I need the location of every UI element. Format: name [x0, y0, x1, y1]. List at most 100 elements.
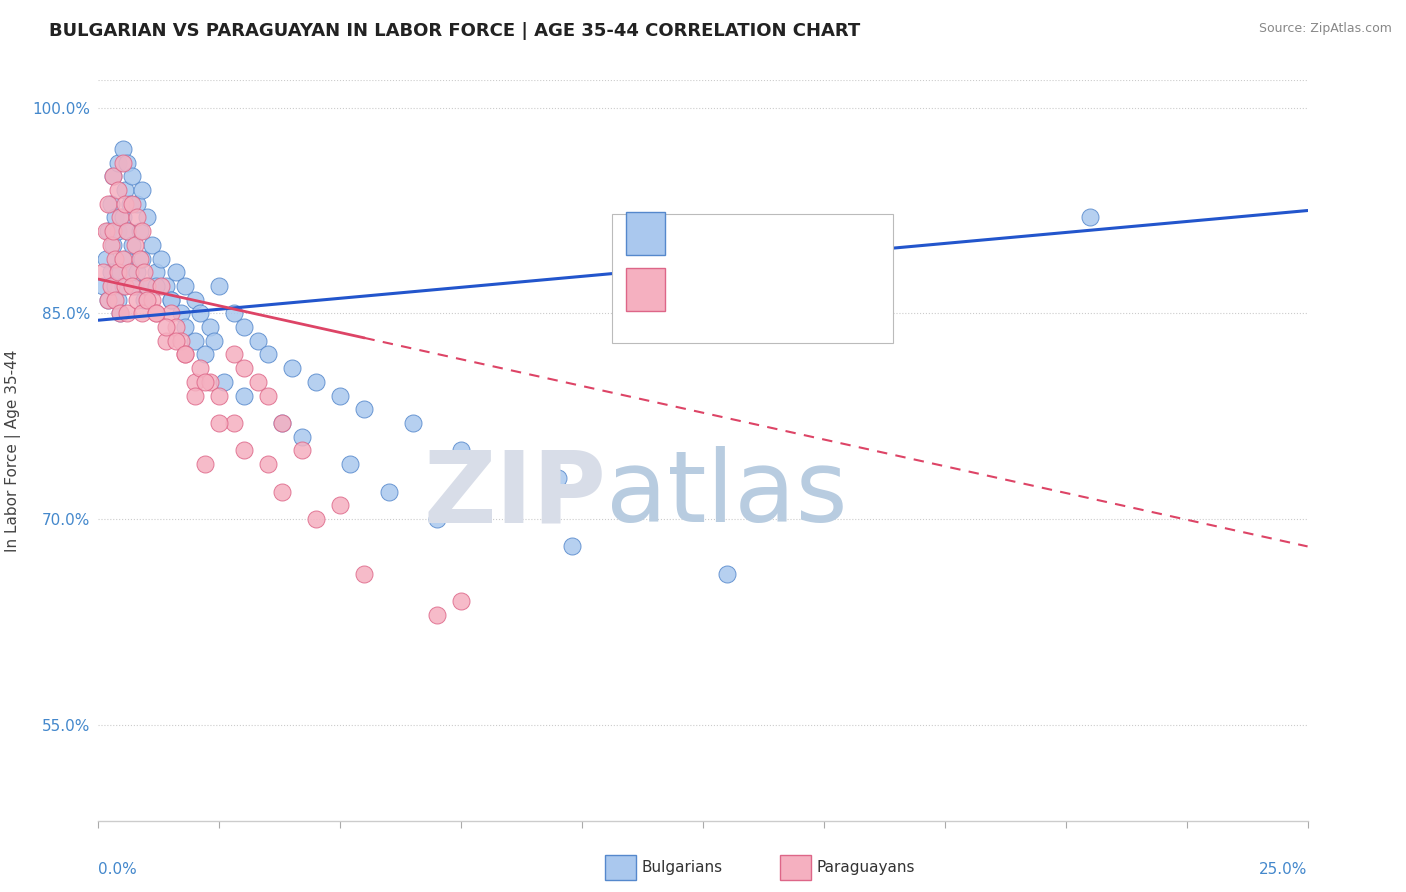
Point	[121, 196, 143, 211]
Point	[402, 416, 425, 430]
Point	[353, 566, 375, 581]
Point	[104, 252, 127, 266]
Point	[222, 306, 245, 320]
Text: atlas: atlas	[606, 446, 848, 543]
Point	[111, 155, 134, 169]
Point	[194, 457, 217, 471]
Point	[124, 279, 146, 293]
Text: ZIP: ZIP	[423, 446, 606, 543]
Point	[232, 443, 254, 458]
Point	[135, 293, 157, 307]
Point	[256, 389, 278, 403]
Point	[188, 306, 211, 320]
Point	[329, 389, 352, 403]
Text: 0.0%: 0.0%	[98, 862, 138, 877]
Point	[118, 265, 141, 279]
Point	[108, 265, 131, 279]
Point	[174, 347, 197, 361]
Point	[100, 196, 122, 211]
Point	[134, 265, 156, 279]
Point	[165, 265, 187, 279]
Point	[114, 183, 136, 197]
Point	[135, 211, 157, 225]
Point	[155, 279, 177, 293]
Point	[184, 375, 207, 389]
Point	[204, 334, 226, 348]
Point	[97, 196, 120, 211]
Point	[131, 252, 153, 266]
Point	[150, 279, 173, 293]
Point	[426, 607, 449, 622]
Point	[91, 265, 114, 279]
Point	[101, 169, 124, 184]
Point	[194, 347, 217, 361]
Point	[107, 293, 129, 307]
Point	[450, 594, 472, 608]
Point	[256, 457, 278, 471]
Point	[107, 183, 129, 197]
Y-axis label: In Labor Force | Age 35-44: In Labor Force | Age 35-44	[6, 350, 21, 551]
Point	[97, 293, 120, 307]
Point	[131, 183, 153, 197]
Point	[174, 279, 197, 293]
Point	[145, 265, 167, 279]
Point	[271, 416, 294, 430]
Point	[104, 211, 127, 225]
Point	[118, 265, 141, 279]
Point	[101, 169, 124, 184]
Point	[135, 279, 157, 293]
Text: BULGARIAN VS PARAGUAYAN IN LABOR FORCE | AGE 35-44 CORRELATION CHART: BULGARIAN VS PARAGUAYAN IN LABOR FORCE |…	[49, 22, 860, 40]
Point	[117, 306, 139, 320]
Point	[212, 375, 235, 389]
Point	[184, 334, 207, 348]
Point	[145, 306, 167, 320]
Point	[107, 265, 129, 279]
Point	[127, 265, 149, 279]
Point	[290, 443, 312, 458]
Point	[169, 334, 191, 348]
Point	[174, 347, 197, 361]
Point	[160, 306, 183, 320]
Text: Bulgarians: Bulgarians	[641, 860, 723, 874]
Point	[111, 211, 134, 225]
Point	[108, 306, 131, 320]
Point	[127, 293, 149, 307]
Point	[101, 237, 124, 252]
Point	[91, 279, 114, 293]
Point	[127, 211, 149, 225]
Point	[141, 237, 163, 252]
Point	[208, 279, 231, 293]
Point	[716, 566, 738, 581]
Point	[128, 252, 150, 266]
Point	[114, 279, 136, 293]
Text: 25.0%: 25.0%	[1260, 862, 1308, 877]
Point	[305, 512, 328, 526]
Point	[127, 196, 149, 211]
Point	[117, 155, 139, 169]
Point	[94, 224, 117, 238]
Point	[208, 389, 231, 403]
Point	[124, 237, 146, 252]
Point	[155, 320, 177, 334]
Point	[165, 320, 187, 334]
Point	[194, 375, 217, 389]
Point	[108, 211, 131, 225]
Point	[222, 347, 245, 361]
Point	[111, 279, 134, 293]
Point	[232, 389, 254, 403]
Text: Source: ZipAtlas.com: Source: ZipAtlas.com	[1258, 22, 1392, 36]
Point	[100, 279, 122, 293]
Text: R =  0.133   N = 74: R = 0.133 N = 74	[682, 225, 845, 243]
Point	[100, 265, 122, 279]
Point	[450, 443, 472, 458]
Point	[108, 306, 131, 320]
Point	[160, 293, 183, 307]
Point	[1078, 211, 1101, 225]
Point	[121, 237, 143, 252]
Point	[377, 484, 399, 499]
Text: Paraguayans: Paraguayans	[817, 860, 915, 874]
Point	[128, 224, 150, 238]
Point	[117, 224, 139, 238]
Point	[94, 252, 117, 266]
Point	[208, 416, 231, 430]
